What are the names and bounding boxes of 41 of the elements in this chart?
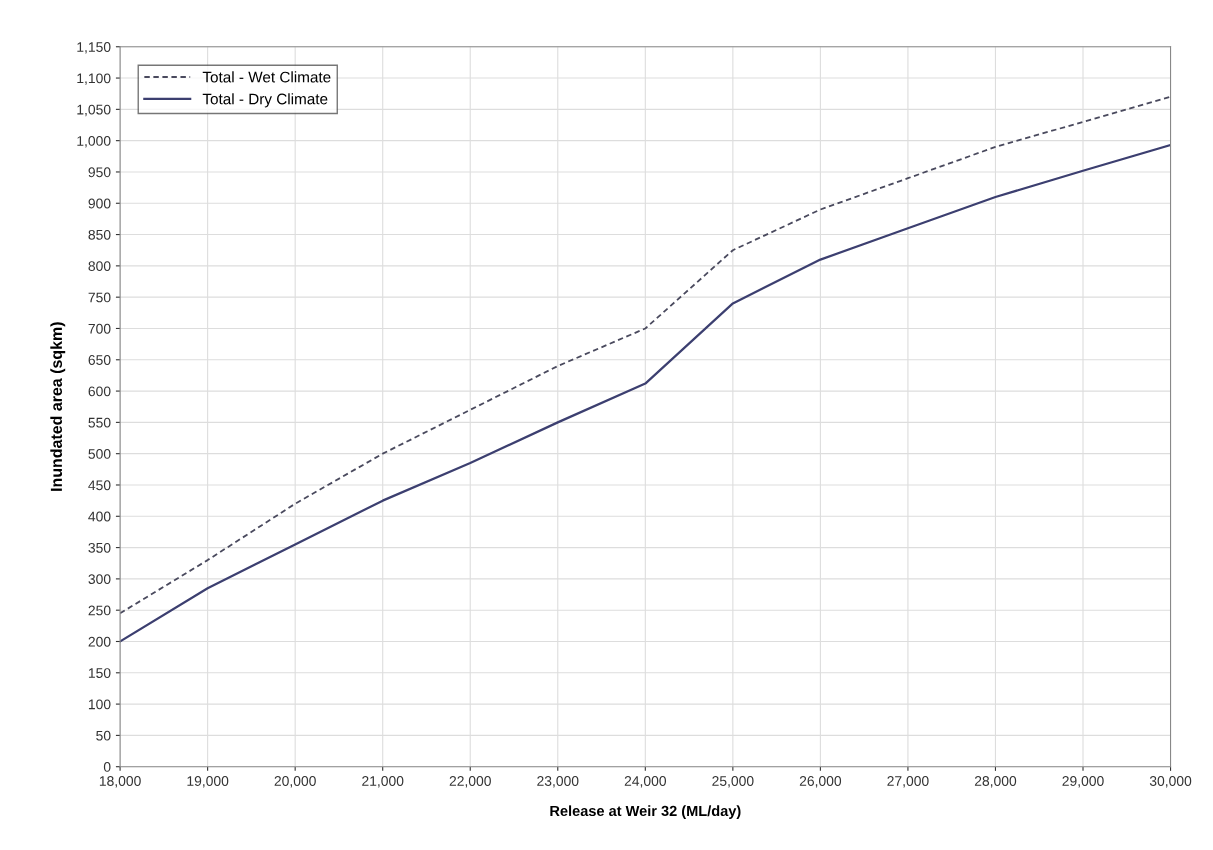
y-tick-label: 350 [88, 542, 111, 553]
x-axis-title: Release at Weir 32 (ML/day) [550, 805, 741, 819]
y-tick-label: 50 [96, 730, 111, 741]
y-tick-label: 0 [103, 762, 111, 772]
y-tick-label: 1,150 [77, 42, 111, 54]
y-tick-label: 500 [88, 449, 111, 459]
y-tick-label: 1,100 [77, 73, 111, 85]
y-tick-label: 1,000 [77, 135, 111, 148]
x-tick-label: 19,000 [187, 776, 229, 788]
y-tick-label: 800 [88, 261, 111, 272]
y-tick-label: 100 [88, 699, 111, 710]
y-tick-label: 200 [88, 636, 111, 647]
x-tick-label: 23,000 [537, 776, 579, 788]
y-tick-label: 700 [88, 323, 111, 334]
y-tick-label: 950 [88, 167, 111, 178]
y-tick-label: 750 [88, 292, 111, 303]
y-tick-label: 550 [88, 417, 111, 428]
y-tick-label: 250 [88, 605, 111, 616]
y-tick-label: 450 [88, 480, 111, 491]
y-tick-label: 1,050 [77, 104, 111, 117]
x-tick-label: 20,000 [274, 776, 316, 788]
y-tick-label: 150 [88, 668, 111, 678]
x-tick-label: 21,000 [362, 776, 404, 788]
x-tick-label: 26,000 [799, 776, 842, 788]
y-tick-label: 850 [88, 229, 111, 240]
y-tick-label: 900 [88, 198, 111, 209]
x-tick-label: 29,000 [1062, 776, 1104, 788]
x-tick-label: 25,000 [712, 776, 754, 788]
x-tick-label: 24,000 [624, 776, 667, 788]
y-tick-label: 400 [88, 511, 111, 522]
y-tick-label: 300 [88, 574, 111, 585]
x-tick-label: 30,000 [1149, 776, 1192, 788]
legend-label: Total - Dry Climate [202, 93, 328, 108]
x-tick-label: 28,000 [974, 776, 1017, 788]
y-tick-label: 650 [88, 355, 111, 365]
y-axis-title: Inundated area (sqkm) [50, 322, 66, 491]
x-tick-label: 18,000 [99, 776, 141, 788]
legend-label: Total - Wet Climate [202, 71, 331, 83]
x-tick-label: 22,000 [449, 776, 491, 788]
y-tick-label: 600 [88, 386, 111, 397]
x-tick-label: 27,000 [887, 776, 929, 788]
